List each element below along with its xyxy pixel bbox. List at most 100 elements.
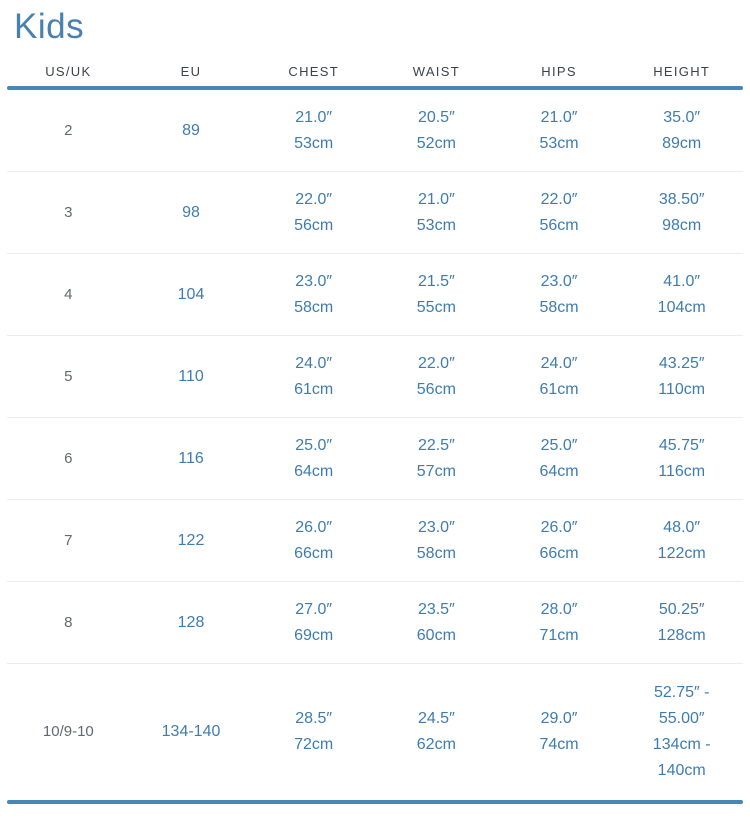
cell-value-line: 71cm	[539, 626, 579, 644]
column-header-height: HEIGHT	[653, 64, 711, 79]
cell-us-uk: 8	[7, 610, 130, 636]
cell-hips: 24.0″ 61cm	[498, 351, 621, 403]
cell-value-line: 28.0″	[540, 600, 578, 618]
table-row: 3 98 22.0″ 56cm 21.0″ 53cm 22.0″ 56cm 38.50″ 98cm	[7, 172, 743, 254]
cell-hips: 22.0″ 56cm	[498, 187, 621, 239]
cell-value-line: 56cm	[416, 380, 456, 398]
cell-value-line: 20.5″	[417, 108, 455, 126]
cell-value-line: 104cm	[657, 298, 706, 316]
cell-value-line: 7	[64, 531, 73, 549]
cell-value-line: 134-140	[161, 723, 221, 740]
cell-height: 50.25″ 128cm	[620, 597, 743, 649]
cell-waist: 23.5″ 60cm	[375, 597, 498, 649]
cell-value-line: 8	[64, 613, 73, 631]
cell-value-line: 24.5″	[417, 710, 455, 727]
cell-waist: 24.5″ 62cm	[375, 706, 498, 758]
cell-chest: 27.0″ 69cm	[252, 597, 375, 649]
cell-hips: 23.0″ 58cm	[498, 269, 621, 321]
table-bottom-rule	[7, 800, 743, 804]
table-header-row: US/UK EU CHEST WAIST HIPS HEIGHT	[7, 64, 743, 79]
cell-value-line: 35.0″	[663, 108, 701, 126]
table-row: 10/9-10 134-140 28.5″ 72cm 24.5″ 62cm 29.0″ 74c…	[7, 664, 743, 800]
cell-value-line: 58cm	[294, 298, 334, 316]
cell-value-line: 57cm	[416, 462, 456, 480]
cell-eu: 134-140	[130, 719, 253, 745]
cell-value-line: 74cm	[539, 736, 579, 753]
cell-value-line: 27.0″	[295, 600, 333, 618]
cell-value-line: 29.0″	[540, 710, 578, 727]
cell-value-line: 6	[64, 449, 73, 467]
cell-value-line: 21.0″	[417, 190, 455, 208]
cell-value-line: 140cm	[657, 762, 706, 779]
cell-value-line: 61cm	[539, 380, 579, 398]
cell-value-line: 28.5″	[295, 710, 333, 727]
cell-value-line: 66cm	[539, 544, 579, 562]
cell-value-line: 22.0″	[540, 190, 578, 208]
cell-hips: 29.0″ 74cm	[498, 706, 621, 758]
cell-value-line: 21.0″	[540, 108, 578, 126]
cell-value-line: 89	[182, 121, 200, 139]
cell-hips: 26.0″ 66cm	[498, 515, 621, 567]
cell-height: 52.75″ - 55.00″ 134cm - 140cm	[620, 680, 743, 784]
cell-value-line: 45.75″	[658, 436, 705, 454]
table-row: 7 122 26.0″ 66cm 23.0″ 58cm 26.0″ 66cm 48.0″ 122c…	[7, 500, 743, 582]
cell-value-line: 53cm	[539, 134, 579, 152]
cell-value-line: 55cm	[416, 298, 456, 316]
cell-value-line: 38.50″	[658, 190, 705, 208]
cell-value-line: 110	[178, 367, 204, 385]
cell-value-line: 22.0″	[417, 354, 455, 372]
cell-value-line: 25.0″	[540, 436, 578, 454]
cell-value-line: 116	[178, 449, 204, 467]
cell-chest: 21.0″ 53cm	[252, 105, 375, 157]
cell-chest: 25.0″ 64cm	[252, 433, 375, 485]
table-body: 2 89 21.0″ 53cm 20.5″ 52cm 21.0″ 53cm 35.0″ 89cm 3…	[7, 90, 743, 800]
cell-value-line: 122cm	[657, 544, 706, 562]
cell-height: 41.0″ 104cm	[620, 269, 743, 321]
page-title: Kids	[14, 7, 85, 46]
cell-waist: 21.5″ 55cm	[375, 269, 498, 321]
cell-value-line: 110cm	[658, 380, 706, 398]
cell-value-line: 60cm	[416, 626, 456, 644]
cell-value-line: 52cm	[416, 134, 456, 152]
cell-height: 38.50″ 98cm	[620, 187, 743, 239]
cell-value-line: 5	[64, 367, 73, 385]
cell-eu: 122	[130, 528, 253, 554]
cell-waist: 20.5″ 52cm	[375, 105, 498, 157]
table-row: 4 104 23.0″ 58cm 21.5″ 55cm 23.0″ 58cm 41.0″ 104c…	[7, 254, 743, 336]
cell-eu: 128	[130, 610, 253, 636]
cell-value-line: 25.0″	[295, 436, 333, 454]
cell-height: 43.25″ 110cm	[620, 351, 743, 403]
cell-chest: 24.0″ 61cm	[252, 351, 375, 403]
cell-value-line: 69cm	[294, 626, 334, 644]
cell-value-line: 134cm -	[652, 736, 711, 753]
cell-value-line: 62cm	[416, 736, 456, 753]
cell-value-line: 122	[177, 531, 205, 549]
cell-value-line: 116cm	[658, 462, 706, 480]
cell-value-line: 23.0″	[295, 272, 333, 290]
table-top-rule	[7, 86, 743, 90]
cell-value-line: 52.75″ -	[653, 684, 710, 701]
cell-eu: 104	[130, 282, 253, 308]
cell-height: 35.0″ 89cm	[620, 105, 743, 157]
column-header-eu: EU	[180, 64, 202, 79]
cell-value-line: 98cm	[662, 216, 702, 234]
cell-value-line: 48.0″	[663, 518, 701, 536]
cell-us-uk: 7	[7, 528, 130, 554]
cell-value-line: 10/9-10	[42, 723, 94, 740]
cell-value-line: 61cm	[294, 380, 334, 398]
cell-value-line: 41.0″	[663, 272, 701, 290]
cell-value-line: 58cm	[539, 298, 579, 316]
cell-value-line: 89cm	[662, 134, 702, 152]
cell-value-line: 43.25″	[658, 354, 705, 372]
cell-value-line: 56cm	[294, 216, 334, 234]
cell-eu: 110	[130, 364, 253, 390]
cell-chest: 22.0″ 56cm	[252, 187, 375, 239]
table-row: 2 89 21.0″ 53cm 20.5″ 52cm 21.0″ 53cm 35.0″ 89cm	[7, 90, 743, 172]
cell-value-line: 22.5″	[417, 436, 455, 454]
cell-value-line: 4	[64, 285, 73, 303]
cell-value-line: 23.0″	[417, 518, 455, 536]
cell-eu: 89	[130, 118, 253, 144]
cell-us-uk: 3	[7, 200, 130, 226]
cell-value-line: 2	[64, 121, 73, 139]
cell-value-line: 24.0″	[540, 354, 578, 372]
